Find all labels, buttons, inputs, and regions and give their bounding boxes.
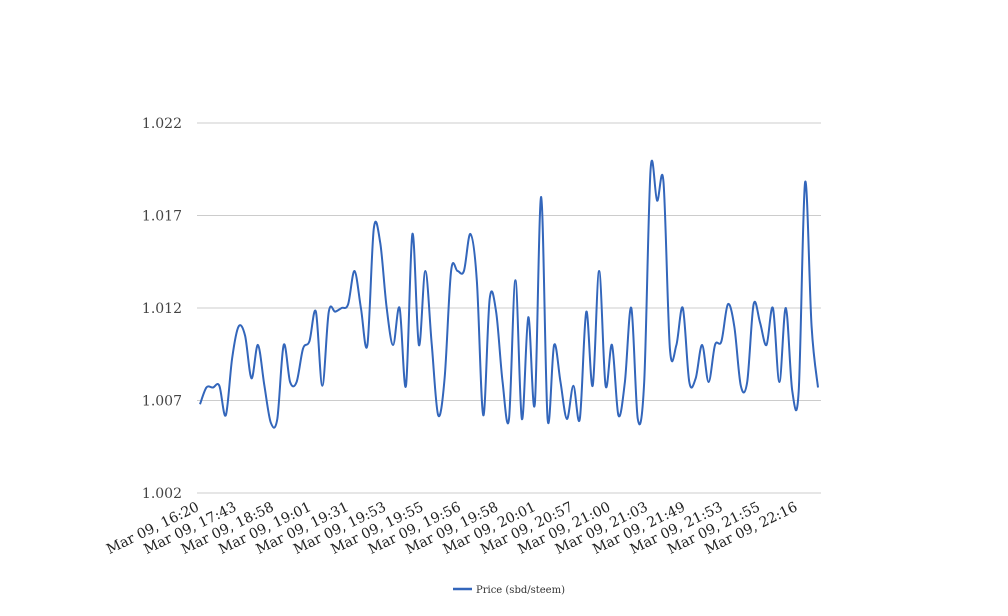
legend-label: Price (sbd/steem) xyxy=(476,585,565,596)
series-line xyxy=(199,159,819,429)
series-layer xyxy=(199,159,819,429)
y-tick-label: 1.002 xyxy=(142,486,182,502)
y-tick-label: 1.022 xyxy=(142,116,182,132)
y-tick-label: 1.012 xyxy=(142,301,182,317)
y-tick-label: 1.017 xyxy=(142,209,182,225)
legend: Price (sbd/steem) xyxy=(453,585,565,596)
grid-layer xyxy=(197,122,821,494)
y-axis-ticks: 1.002 1.007 1.012 1.017 1.022 xyxy=(142,116,182,502)
y-tick-label: 1.007 xyxy=(142,394,182,410)
